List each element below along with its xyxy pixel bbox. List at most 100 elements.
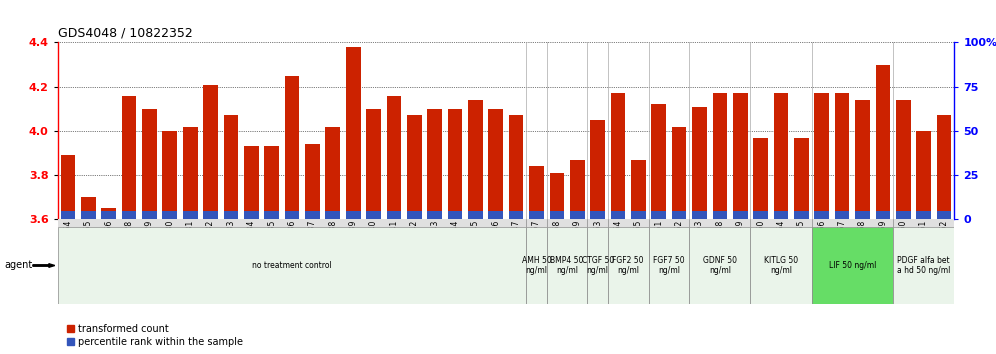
Bar: [122, 211, 136, 219]
Bar: [794, 211, 809, 219]
Bar: [367, 211, 380, 219]
Bar: [672, 211, 686, 219]
Bar: [835, 93, 850, 219]
Bar: [346, 211, 361, 219]
Bar: [241, 219, 262, 227]
Text: GSM510042: GSM510042: [409, 220, 418, 266]
Bar: [119, 219, 139, 227]
Text: GSM510035: GSM510035: [267, 220, 276, 266]
Bar: [547, 227, 588, 304]
Bar: [591, 120, 605, 219]
Bar: [913, 219, 934, 227]
Legend: transformed count, percentile rank within the sample: transformed count, percentile rank withi…: [63, 320, 247, 350]
Bar: [771, 219, 791, 227]
Bar: [81, 211, 96, 219]
Bar: [631, 160, 645, 219]
Bar: [424, 219, 445, 227]
Text: GSM509255: GSM509255: [84, 220, 93, 266]
Bar: [61, 155, 76, 219]
Bar: [305, 211, 320, 219]
Text: GSM510046: GSM510046: [491, 220, 500, 266]
Bar: [509, 211, 524, 219]
Text: GSM510043: GSM510043: [430, 220, 439, 266]
Bar: [916, 211, 931, 219]
Bar: [465, 219, 486, 227]
Text: GSM509259: GSM509259: [573, 220, 582, 266]
Text: GDS4048 / 10822352: GDS4048 / 10822352: [58, 27, 192, 40]
Text: GSM509254: GSM509254: [64, 220, 73, 266]
Bar: [872, 219, 893, 227]
Bar: [815, 93, 829, 219]
Bar: [264, 211, 279, 219]
Bar: [81, 197, 96, 219]
Bar: [856, 211, 870, 219]
Bar: [468, 100, 483, 219]
Bar: [509, 115, 524, 219]
Text: no treatment control: no treatment control: [252, 261, 332, 270]
Bar: [264, 147, 279, 219]
Bar: [404, 219, 424, 227]
Bar: [383, 219, 404, 227]
Text: GSM510047: GSM510047: [512, 220, 521, 266]
Bar: [203, 85, 218, 219]
Bar: [244, 147, 259, 219]
Bar: [588, 219, 608, 227]
Bar: [628, 219, 648, 227]
Bar: [916, 131, 931, 219]
Bar: [427, 109, 442, 219]
Text: GSM510040: GSM510040: [370, 220, 378, 266]
Text: AMH 50
ng/ml: AMH 50 ng/ml: [522, 256, 552, 275]
Bar: [183, 211, 197, 219]
Bar: [631, 211, 645, 219]
Bar: [611, 93, 625, 219]
Bar: [488, 109, 503, 219]
Bar: [692, 107, 707, 219]
Text: GSM510052: GSM510052: [674, 220, 683, 266]
Text: GSM510055: GSM510055: [797, 220, 806, 266]
Bar: [896, 100, 910, 219]
Text: agent: agent: [4, 261, 32, 270]
Bar: [750, 227, 812, 304]
Bar: [285, 211, 300, 219]
Bar: [427, 211, 442, 219]
Text: GSM510065: GSM510065: [633, 220, 642, 266]
Bar: [648, 219, 669, 227]
Bar: [221, 219, 241, 227]
Bar: [712, 93, 727, 219]
Text: GSM510039: GSM510039: [349, 220, 358, 266]
Bar: [529, 166, 544, 219]
Bar: [526, 219, 547, 227]
Bar: [488, 211, 503, 219]
Bar: [367, 109, 380, 219]
Bar: [651, 211, 666, 219]
Text: GDNF 50
ng/ml: GDNF 50 ng/ml: [703, 256, 737, 275]
Bar: [142, 211, 156, 219]
Bar: [305, 144, 320, 219]
Bar: [753, 138, 768, 219]
Bar: [550, 173, 565, 219]
Text: GSM510031: GSM510031: [185, 220, 194, 266]
Text: GSM510034: GSM510034: [247, 220, 256, 266]
Bar: [648, 227, 689, 304]
Bar: [159, 219, 180, 227]
Text: GSM510033: GSM510033: [226, 220, 235, 266]
Bar: [448, 109, 462, 219]
Bar: [448, 211, 462, 219]
Bar: [343, 219, 364, 227]
Text: KITLG 50
ng/ml: KITLG 50 ng/ml: [764, 256, 798, 275]
Bar: [58, 219, 78, 227]
Bar: [445, 219, 465, 227]
Bar: [550, 211, 565, 219]
Bar: [934, 219, 954, 227]
Bar: [567, 219, 588, 227]
Bar: [223, 211, 238, 219]
Bar: [710, 219, 730, 227]
Bar: [591, 211, 605, 219]
Bar: [774, 211, 789, 219]
Bar: [183, 127, 197, 219]
Bar: [102, 209, 116, 219]
Bar: [712, 211, 727, 219]
Bar: [180, 219, 200, 227]
Bar: [200, 219, 221, 227]
Text: GSM510037: GSM510037: [308, 220, 317, 266]
